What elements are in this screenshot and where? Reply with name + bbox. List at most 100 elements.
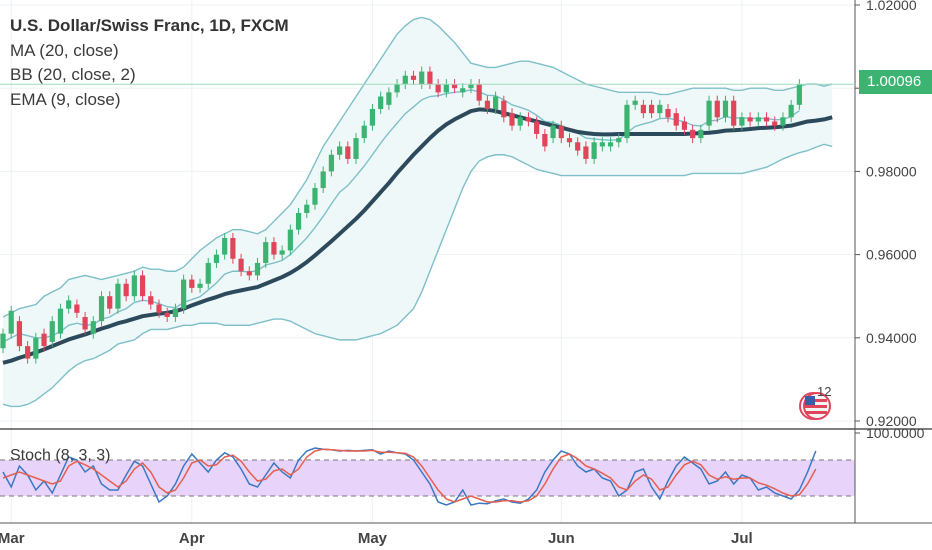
- candle-down: [640, 104, 646, 114]
- candle-up: [369, 109, 376, 126]
- candle-up: [254, 262, 261, 276]
- ema-line: [2, 89, 800, 343]
- x-tick-label: Apr: [179, 530, 205, 547]
- y-tick-label: 0.98000: [866, 163, 917, 179]
- event-badge-text: 12: [817, 384, 831, 399]
- bb-upper-line: [2, 16, 833, 318]
- candle-up: [337, 146, 343, 155]
- candle-up: [550, 125, 556, 139]
- candle-up: [607, 142, 614, 147]
- candle-down: [41, 333, 47, 347]
- legend: U.S. Dollar/Swiss Franc, 1D, FXCM MA (20…: [10, 14, 289, 112]
- candle-up: [263, 242, 269, 263]
- candle-up: [632, 100, 638, 105]
- candle-down: [345, 146, 351, 159]
- candle-down: [566, 138, 573, 143]
- candle-down: [164, 312, 170, 317]
- candle-down: [271, 242, 277, 255]
- candle-down: [690, 129, 696, 139]
- candle-down: [534, 121, 540, 134]
- candle-up: [57, 308, 64, 334]
- candle-up: [722, 100, 729, 118]
- candle-up: [739, 117, 745, 126]
- candle-up: [353, 138, 359, 159]
- candle-down: [25, 346, 31, 359]
- candle-down: [648, 104, 655, 114]
- candle-down: [731, 100, 737, 126]
- candle-up: [517, 117, 523, 126]
- candle-up: [90, 321, 96, 334]
- candle-up: [131, 275, 137, 297]
- candle-up: [394, 84, 400, 93]
- y-tick-label: 0.92000: [866, 413, 917, 429]
- candle-down: [583, 146, 589, 159]
- candle-down: [427, 71, 433, 85]
- bb-lower-line: [2, 143, 833, 408]
- candle-up: [706, 100, 712, 126]
- candle-down: [238, 258, 244, 272]
- candle-down: [139, 275, 146, 297]
- flag-stripe: [805, 405, 827, 408]
- candle-down: [435, 84, 441, 93]
- candle-down: [747, 117, 753, 122]
- candle-down: [665, 109, 671, 118]
- stoch-d-line: [2, 448, 817, 503]
- candle-up: [320, 171, 326, 189]
- candle-down: [410, 75, 417, 80]
- indicator-ma-label[interactable]: MA (20, close): [10, 40, 119, 60]
- flag-stripe: [805, 411, 827, 414]
- candle-up: [788, 104, 794, 118]
- candle-down: [542, 133, 548, 147]
- candle-up: [115, 283, 121, 309]
- candle-down: [575, 142, 581, 151]
- candle-down: [123, 283, 129, 297]
- stoch-y-tick-label: 100.0000: [866, 425, 925, 441]
- candle-down: [484, 100, 490, 109]
- candle-up: [591, 142, 597, 159]
- candle-up: [0, 333, 6, 349]
- candle-down: [189, 279, 195, 288]
- candle-up: [755, 117, 761, 122]
- candle-down: [230, 237, 236, 259]
- candle-up: [295, 213, 302, 230]
- candle-up: [312, 188, 318, 205]
- candle-down: [558, 125, 564, 139]
- candle-up: [443, 84, 449, 93]
- candle-down: [246, 271, 252, 276]
- candle-down: [107, 296, 113, 309]
- stochastic-panel: [0, 447, 855, 506]
- candle-up: [213, 254, 220, 263]
- candle-down: [714, 100, 720, 118]
- y-tick-label: 1.02000: [866, 0, 917, 13]
- indicator-ema-label[interactable]: EMA (9, close): [10, 89, 121, 109]
- candle-up: [304, 204, 310, 213]
- candle-up: [33, 337, 39, 359]
- candle-up: [599, 142, 605, 147]
- candle-up: [49, 321, 55, 342]
- candle-up: [328, 154, 334, 172]
- candle-down: [16, 321, 23, 347]
- indicator-bb-label[interactable]: BB (20, close, 2): [10, 65, 136, 84]
- candle-down: [525, 117, 532, 122]
- candle-up: [796, 84, 802, 105]
- candle-down: [772, 121, 778, 126]
- chart-title: U.S. Dollar/Swiss Franc, 1D, FXCM: [10, 16, 289, 35]
- candle-up: [468, 84, 474, 89]
- candle-up: [66, 300, 72, 309]
- candle-down: [82, 317, 88, 330]
- candle-up: [172, 308, 179, 317]
- x-tick-label: May: [358, 530, 388, 547]
- y-tick-label: 0.96000: [866, 247, 917, 263]
- flag-stripe: [805, 399, 827, 402]
- x-tick-label: Jul: [731, 530, 753, 547]
- candle-up: [493, 96, 499, 109]
- candle-down: [763, 117, 770, 122]
- stoch-indicator-label[interactable]: Stoch (8, 3, 3): [10, 447, 111, 464]
- us-flag-event-icon[interactable]: 12: [795, 384, 855, 424]
- candle-down: [509, 113, 515, 126]
- candle-up: [616, 138, 622, 143]
- candle-down: [148, 296, 154, 305]
- flag-canton: [805, 396, 815, 405]
- candle-up: [460, 88, 466, 93]
